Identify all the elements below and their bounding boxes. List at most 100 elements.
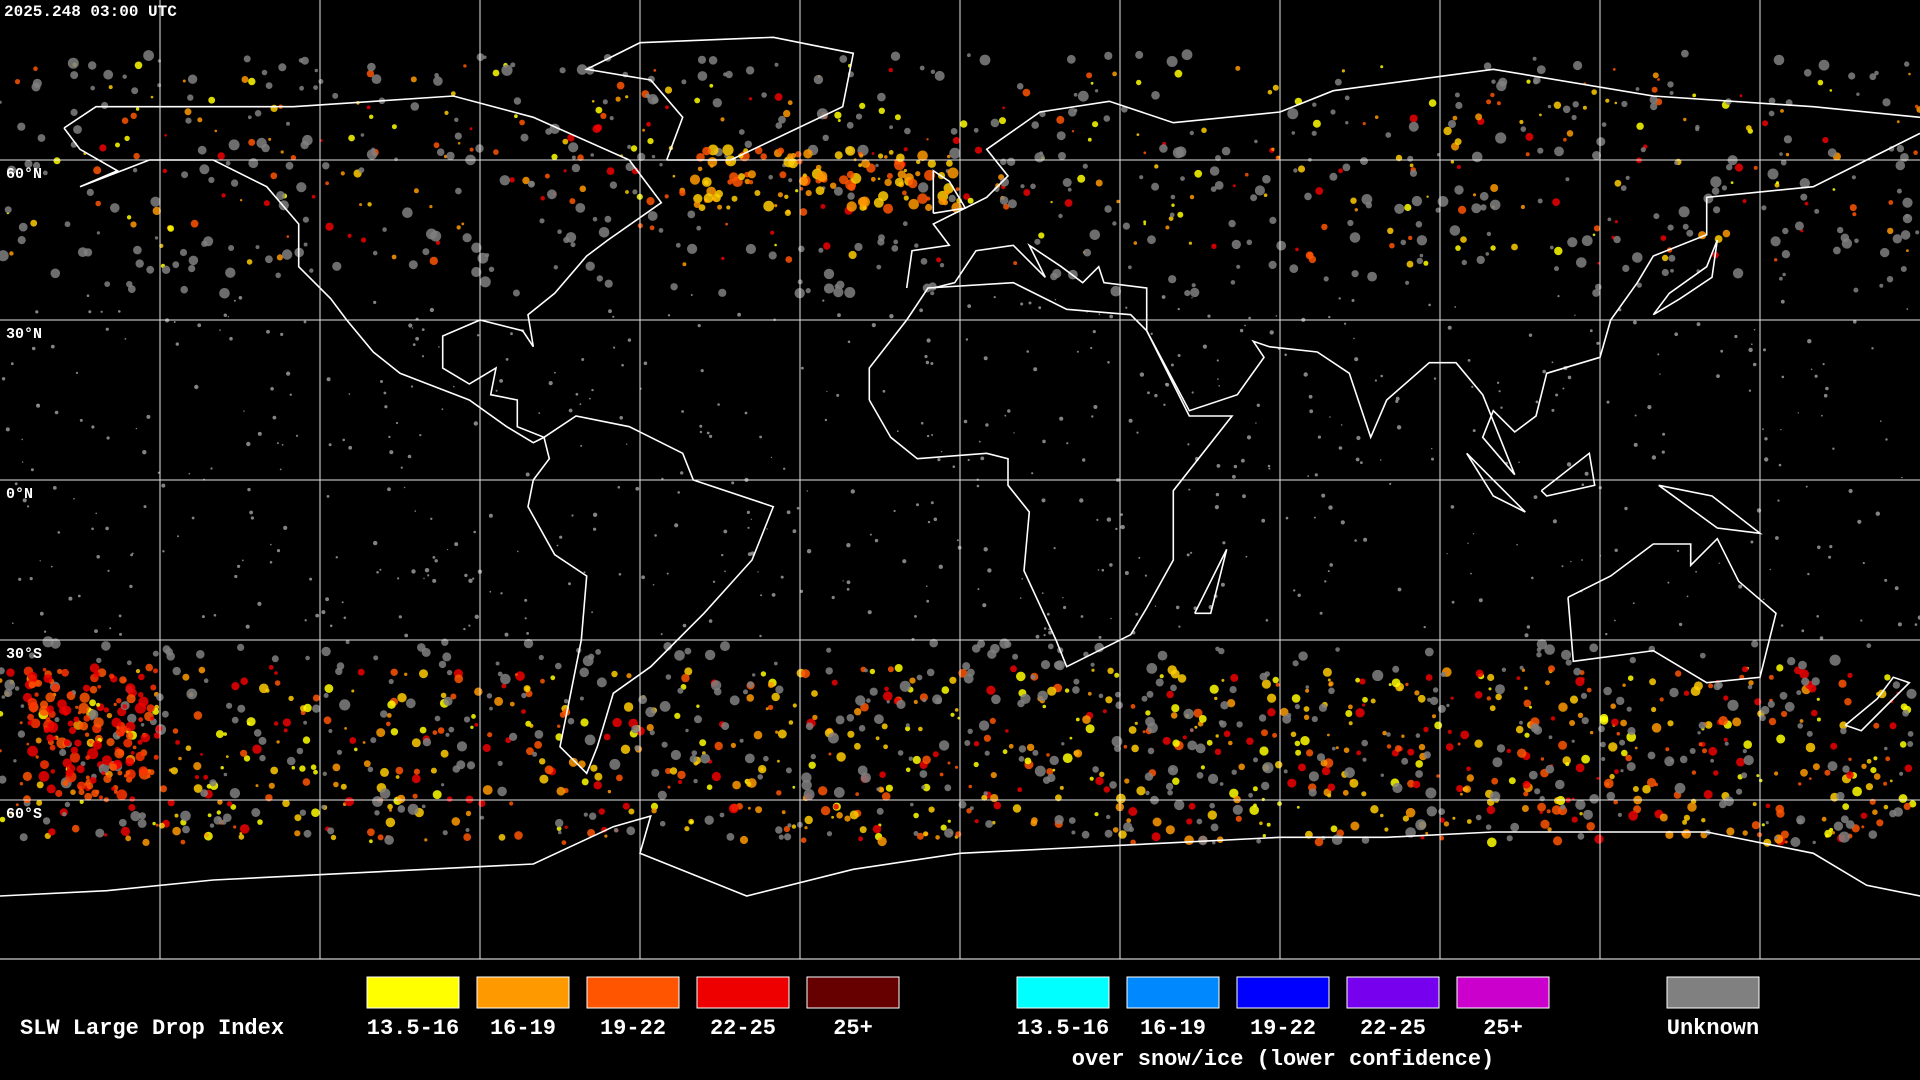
cloud-blob — [1283, 769, 1288, 774]
cloud-blob — [818, 786, 828, 796]
cloud-blob — [323, 716, 332, 725]
cloud-blob — [96, 555, 100, 559]
cloud-blob — [1597, 261, 1600, 265]
cloud-blob — [540, 678, 545, 684]
cloud-blob — [720, 117, 725, 122]
cloud-blob — [1485, 252, 1490, 256]
cloud-blob — [1625, 175, 1630, 180]
cloud-blob — [97, 684, 102, 689]
cloud-blob — [1295, 749, 1302, 756]
cloud-blob — [890, 51, 901, 61]
cloud-blob — [123, 738, 133, 748]
cloud-blob — [1191, 283, 1196, 288]
cloud-blob — [1107, 667, 1114, 674]
cloud-blob — [1245, 555, 1248, 558]
cloud-blob — [1420, 835, 1425, 840]
cloud-blob — [650, 802, 659, 811]
cloud-blob — [567, 134, 575, 142]
cloud-blob — [737, 312, 741, 317]
cloud-blob — [402, 207, 413, 218]
cloud-blob — [187, 74, 198, 84]
cloud-blob — [1136, 786, 1146, 796]
cloud-blob — [1443, 821, 1450, 827]
cloud-blob — [135, 107, 140, 111]
cloud-blob — [1591, 89, 1597, 95]
cloud-blob — [1056, 131, 1066, 141]
cloud-blob — [1261, 518, 1266, 523]
cloud-blob — [128, 804, 136, 811]
cloud-blob — [1472, 429, 1476, 433]
cloud-blob — [952, 136, 961, 145]
cloud-blob — [1562, 105, 1571, 114]
cloud-blob — [665, 674, 672, 680]
cloud-blob — [1632, 786, 1639, 792]
cloud-blob — [1098, 693, 1104, 699]
cloud-blob — [1533, 495, 1538, 499]
cloud-blob — [899, 680, 911, 692]
cloud-blob — [1748, 680, 1754, 686]
cloud-blob — [615, 96, 621, 102]
cloud-blob — [1189, 130, 1195, 136]
cloud-blob — [646, 121, 651, 127]
cloud-blob — [1360, 157, 1368, 166]
cloud-blob — [1076, 350, 1079, 353]
cloud-blob — [579, 185, 587, 193]
cloud-blob — [1183, 708, 1194, 720]
cloud-blob — [1558, 740, 1568, 750]
cloud-blob — [23, 795, 31, 804]
cloud-blob — [857, 765, 868, 776]
cloud-blob — [907, 178, 918, 189]
cloud-blob — [608, 309, 612, 314]
cloud-blob — [1620, 769, 1624, 773]
cloud-blob — [1782, 227, 1789, 235]
cloud-blob — [138, 812, 146, 820]
cloud-blob — [1515, 725, 1524, 734]
cloud-blob — [1848, 72, 1856, 80]
cloud-blob — [1763, 838, 1772, 847]
cloud-blob — [257, 819, 263, 825]
cloud-blob — [43, 674, 53, 683]
cloud-blob — [390, 668, 398, 676]
cloud-blob — [1565, 762, 1570, 767]
cloud-blob — [693, 201, 701, 209]
cloud-blob — [1010, 665, 1017, 673]
cloud-blob — [606, 167, 615, 176]
cloud-blob — [430, 517, 433, 520]
cloud-blob — [1085, 724, 1095, 734]
cloud-blob — [1171, 704, 1180, 713]
cloud-blob — [83, 248, 93, 257]
cloud-blob — [443, 696, 453, 706]
cloud-blob — [1448, 120, 1456, 128]
cloud-blob — [1286, 712, 1292, 718]
cloud-blob — [1596, 776, 1600, 780]
cloud-blob — [768, 251, 777, 260]
cloud-blob — [727, 179, 733, 185]
cloud-blob — [1624, 506, 1628, 511]
cloud-blob — [1456, 785, 1464, 793]
cloud-blob — [1600, 741, 1606, 748]
cloud-blob — [1501, 667, 1507, 672]
cloud-blob — [508, 732, 518, 742]
cloud-blob — [1303, 372, 1308, 377]
coastline — [1193, 548, 1228, 615]
cloud-blob — [78, 789, 85, 796]
cloud-blob — [270, 387, 274, 391]
cloud-blob — [424, 568, 430, 573]
cloud-blob — [710, 164, 714, 168]
cloud-blob — [1551, 805, 1562, 815]
cloud-blob — [325, 222, 334, 231]
cloud-blob — [1574, 314, 1576, 316]
cloud-blob — [1609, 773, 1615, 780]
cloud-blob — [422, 248, 430, 256]
cloud-blob — [1723, 737, 1728, 742]
cloud-blob — [884, 686, 889, 692]
cloud-blob — [1520, 204, 1525, 210]
cloud-blob — [1261, 729, 1268, 737]
cloud-blob — [647, 211, 658, 221]
cloud-blob — [928, 806, 935, 813]
cloud-blob — [105, 327, 109, 331]
cloud-blob — [1426, 806, 1438, 817]
cloud-blob — [1552, 519, 1557, 524]
cloud-blob — [1171, 203, 1175, 207]
cloud-blob — [1041, 592, 1044, 594]
